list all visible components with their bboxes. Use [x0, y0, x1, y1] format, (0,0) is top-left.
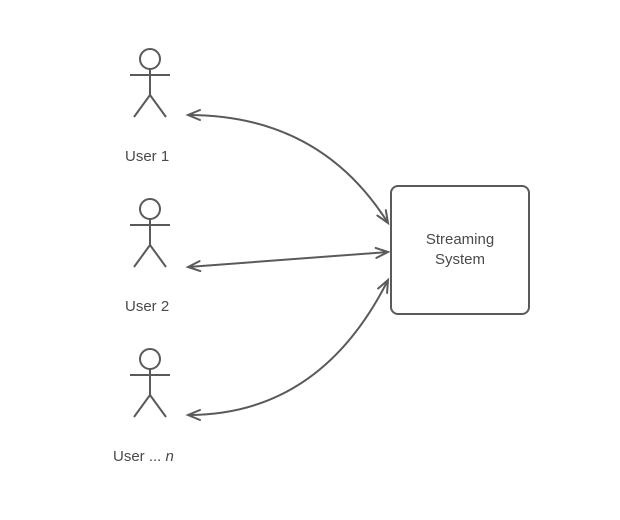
streaming-system-box: Streaming System [390, 185, 530, 315]
system-label-line1: Streaming [426, 231, 494, 248]
actor-label-usern: User ... n [113, 448, 174, 465]
system-label-line2: System [435, 251, 485, 268]
actor-label-user2: User 2 [125, 298, 169, 315]
actor-label-user1: User 1 [125, 148, 169, 165]
